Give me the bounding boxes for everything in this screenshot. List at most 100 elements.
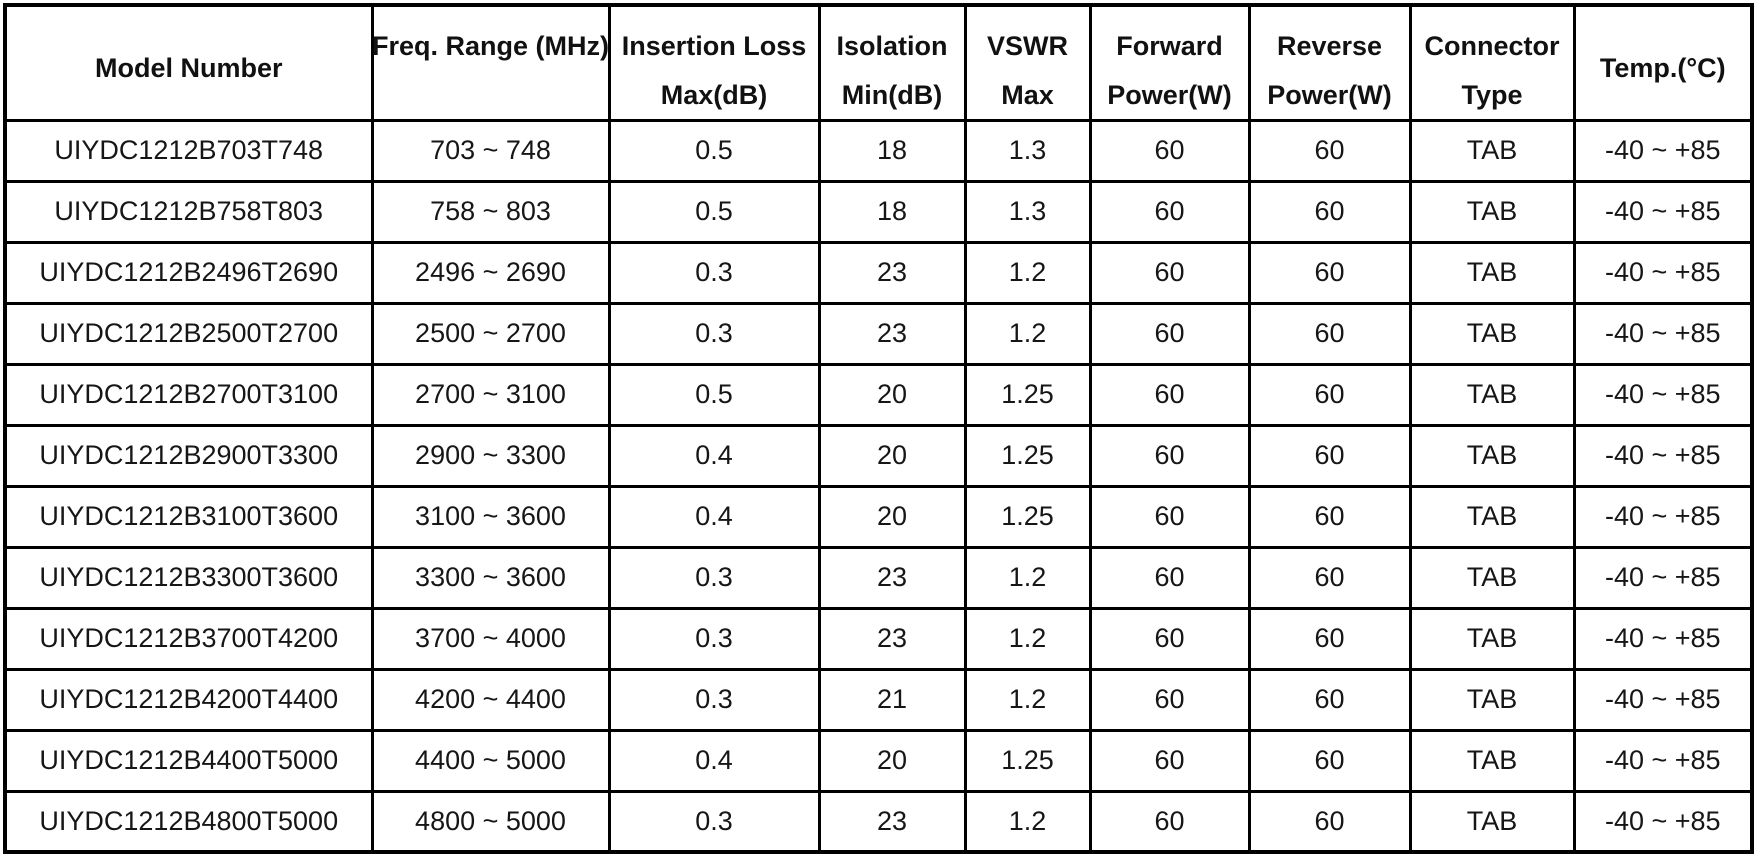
cell-forward_power: 60 xyxy=(1088,362,1251,427)
cell-insertion_loss: 0.3 xyxy=(607,301,821,366)
cell-temp: -40 ~ +85 xyxy=(1572,240,1754,305)
header-row: Model Number Freq. Range (MHz) Insertion… xyxy=(3,3,1754,122)
cell-forward_power: 60 xyxy=(1088,545,1251,610)
cell-insertion_loss: 0.5 xyxy=(607,118,821,183)
cell-forward_power: 60 xyxy=(1088,789,1251,854)
cell-temp: -40 ~ +85 xyxy=(1572,179,1754,244)
header-label-line2: Power(W) xyxy=(1267,80,1392,111)
cell-connector_type: TAB xyxy=(1408,728,1576,793)
table-row: UIYDC1212B2900T3300 2900 ~ 3300 0.4 20 1.25 6… xyxy=(3,423,1754,488)
column-header-freq-range: Freq. Range (MHz) xyxy=(370,3,611,122)
cell-reverse_power: 60 xyxy=(1247,667,1412,732)
header-label: Model Number xyxy=(94,52,283,83)
header-label: Temp.(°C) xyxy=(1599,52,1726,83)
cell-model: UIYDC1212B2500T2700 xyxy=(3,301,374,366)
table-row: UIYDC1212B2496T2690 2496 ~ 2690 0.3 23 1.2 60… xyxy=(3,240,1754,305)
cell-reverse_power: 60 xyxy=(1247,728,1412,793)
cell-reverse_power: 60 xyxy=(1247,362,1412,427)
cell-model: UIYDC1212B703T748 xyxy=(3,118,374,183)
cell-temp: -40 ~ +85 xyxy=(1572,118,1754,183)
cell-freq_range: 758 ~ 803 xyxy=(370,179,611,244)
table-row: UIYDC1212B3100T3600 3100 ~ 3600 0.4 20 1.25 6… xyxy=(3,484,1754,549)
cell-forward_power: 60 xyxy=(1088,667,1251,732)
table-row: UIYDC1212B2700T3100 2700 ~ 3100 0.5 20 1.25 6… xyxy=(3,362,1754,427)
cell-reverse_power: 60 xyxy=(1247,606,1412,671)
cell-reverse_power: 60 xyxy=(1247,118,1412,183)
cell-vswr: 1.2 xyxy=(963,240,1092,305)
cell-isolation: 20 xyxy=(817,362,967,427)
cell-temp: -40 ~ +85 xyxy=(1572,606,1754,671)
cell-connector_type: TAB xyxy=(1408,362,1576,427)
cell-insertion_loss: 0.3 xyxy=(607,240,821,305)
cell-temp: -40 ~ +85 xyxy=(1572,484,1754,549)
column-header-model-number: Model Number xyxy=(3,3,374,122)
cell-forward_power: 60 xyxy=(1088,423,1251,488)
cell-freq_range: 2500 ~ 2700 xyxy=(370,301,611,366)
cell-insertion_loss: 0.4 xyxy=(607,423,821,488)
cell-vswr: 1.2 xyxy=(963,545,1092,610)
cell-freq_range: 3300 ~ 3600 xyxy=(370,545,611,610)
table-row: UIYDC1212B4800T5000 4800 ~ 5000 0.3 23 1.2 60… xyxy=(3,789,1754,854)
cell-insertion_loss: 0.5 xyxy=(607,362,821,427)
cell-isolation: 18 xyxy=(817,179,967,244)
column-header-connector-type: Connector Type xyxy=(1408,3,1576,122)
cell-freq_range: 2496 ~ 2690 xyxy=(370,240,611,305)
cell-model: UIYDC1212B4400T5000 xyxy=(3,728,374,793)
cell-vswr: 1.2 xyxy=(963,667,1092,732)
cell-insertion_loss: 0.3 xyxy=(607,667,821,732)
cell-isolation: 21 xyxy=(817,667,967,732)
cell-vswr: 1.3 xyxy=(963,179,1092,244)
cell-reverse_power: 60 xyxy=(1247,240,1412,305)
cell-temp: -40 ~ +85 xyxy=(1572,728,1754,793)
cell-freq_range: 4400 ~ 5000 xyxy=(370,728,611,793)
cell-connector_type: TAB xyxy=(1408,484,1576,549)
cell-forward_power: 60 xyxy=(1088,728,1251,793)
rf-spec-table: Model Number Freq. Range (MHz) Insertion… xyxy=(3,3,1754,854)
cell-vswr: 1.2 xyxy=(963,789,1092,854)
cell-temp: -40 ~ +85 xyxy=(1572,667,1754,732)
cell-freq_range: 4800 ~ 5000 xyxy=(370,789,611,854)
table-row: UIYDC1212B2500T2700 2500 ~ 2700 0.3 23 1.2 60… xyxy=(3,301,1754,366)
cell-connector_type: TAB xyxy=(1408,423,1576,488)
cell-freq_range: 703 ~ 748 xyxy=(370,118,611,183)
cell-vswr: 1.25 xyxy=(963,728,1092,793)
cell-vswr: 1.2 xyxy=(963,301,1092,366)
cell-freq_range: 2900 ~ 3300 xyxy=(370,423,611,488)
cell-temp: -40 ~ +85 xyxy=(1572,789,1754,854)
cell-vswr: 1.3 xyxy=(963,118,1092,183)
cell-connector_type: TAB xyxy=(1408,179,1576,244)
cell-connector_type: TAB xyxy=(1408,606,1576,671)
header-label-line1: Insertion Loss xyxy=(621,31,807,62)
cell-connector_type: TAB xyxy=(1408,545,1576,610)
cell-isolation: 23 xyxy=(817,545,967,610)
cell-connector_type: TAB xyxy=(1408,789,1576,854)
table-body: UIYDC1212B703T748 703 ~ 748 0.5 18 1.3 60 60 TA… xyxy=(3,118,1754,854)
cell-freq_range: 3100 ~ 3600 xyxy=(370,484,611,549)
cell-forward_power: 60 xyxy=(1088,301,1251,366)
table-row: UIYDC1212B4200T4400 4200 ~ 4400 0.3 21 1.2 60… xyxy=(3,667,1754,732)
header-label-line1: VSWR xyxy=(987,31,1068,62)
cell-vswr: 1.2 xyxy=(963,606,1092,671)
cell-forward_power: 60 xyxy=(1088,484,1251,549)
cell-forward_power: 60 xyxy=(1088,179,1251,244)
cell-isolation: 18 xyxy=(817,118,967,183)
cell-reverse_power: 60 xyxy=(1247,423,1412,488)
cell-model: UIYDC1212B2700T3100 xyxy=(3,362,374,427)
cell-insertion_loss: 0.3 xyxy=(607,606,821,671)
table-header: Model Number Freq. Range (MHz) Insertion… xyxy=(3,3,1754,122)
column-header-isolation: Isolation Min(dB) xyxy=(817,3,967,122)
table-row: UIYDC1212B758T803 758 ~ 803 0.5 18 1.3 60 60 TA… xyxy=(3,179,1754,244)
cell-vswr: 1.25 xyxy=(963,362,1092,427)
table-row: UIYDC1212B703T748 703 ~ 748 0.5 18 1.3 60 60 TA… xyxy=(3,118,1754,183)
cell-isolation: 23 xyxy=(817,301,967,366)
cell-model: UIYDC1212B758T803 xyxy=(3,179,374,244)
table-row: UIYDC1212B3300T3600 3300 ~ 3600 0.3 23 1.2 60… xyxy=(3,545,1754,610)
header-label-line2: Power(W) xyxy=(1107,80,1232,111)
cell-forward_power: 60 xyxy=(1088,240,1251,305)
cell-isolation: 23 xyxy=(817,240,967,305)
cell-reverse_power: 60 xyxy=(1247,301,1412,366)
cell-freq_range: 2700 ~ 3100 xyxy=(370,362,611,427)
cell-model: UIYDC1212B3100T3600 xyxy=(3,484,374,549)
cell-forward_power: 60 xyxy=(1088,606,1251,671)
cell-isolation: 20 xyxy=(817,484,967,549)
